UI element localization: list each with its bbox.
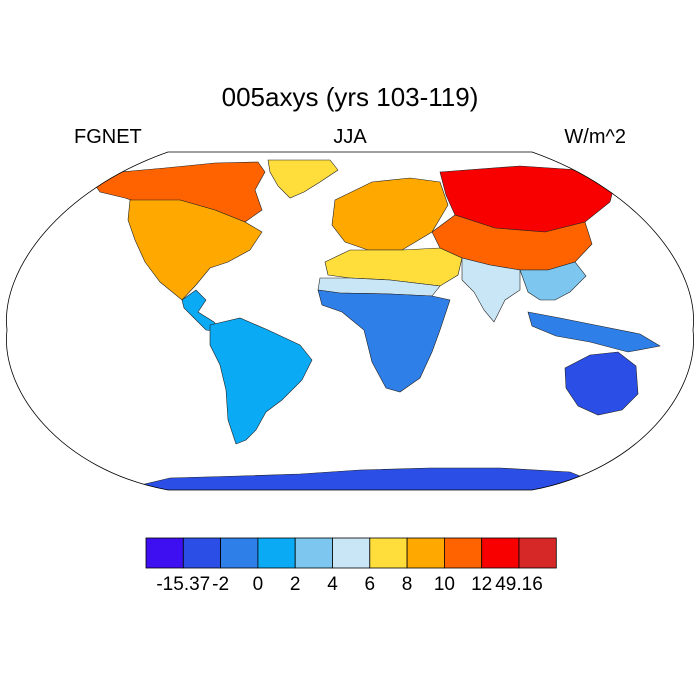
colorbar-tick-label: 2	[289, 574, 301, 595]
region-greenland	[267, 159, 339, 199]
colorbar-box	[257, 537, 296, 569]
colorbar-tick-label: 0	[252, 574, 264, 595]
globe-outline	[6, 151, 694, 491]
colorbar-box	[369, 537, 408, 569]
region-australia	[564, 351, 639, 416]
colorbar-box	[481, 537, 520, 569]
region-southeast-asia	[519, 261, 587, 301]
units-label: W/m^2	[564, 126, 626, 148]
colorbar-tick-label: -15.37	[156, 574, 211, 595]
colorbar-box	[332, 537, 371, 569]
region-sahara-arabia	[324, 247, 463, 287]
region-north-america-central	[127, 199, 263, 301]
region-antarctica	[119, 467, 601, 490]
region-india-south-asia	[461, 257, 521, 323]
region-south-america	[209, 317, 313, 445]
map-title: 005axys (yrs 103-119)	[221, 82, 479, 112]
colorbar-tick-label: 49.16	[495, 574, 543, 595]
colorbar-box	[220, 537, 259, 569]
land-layer	[94, 159, 661, 490]
region-europe	[331, 177, 449, 251]
dataset-label: FGNET	[74, 126, 142, 148]
colorbar-tick-label: -2	[212, 574, 230, 595]
colorbar-box	[518, 537, 557, 569]
colorbar-box	[145, 537, 184, 569]
colorbar	[145, 537, 557, 569]
colorbar-tick-label: 8	[401, 574, 413, 595]
colorbar-box	[406, 537, 445, 569]
colorbar-box	[182, 537, 222, 569]
colorbar-tick-label: 12	[471, 574, 493, 595]
region-africa-south	[317, 289, 451, 393]
colorbar-tick-label: 10	[433, 574, 455, 595]
colorbar-box	[443, 537, 483, 569]
region-maritime-southeast-asia	[527, 311, 661, 353]
season-label: JJA	[333, 126, 367, 148]
colorbar-box	[294, 537, 333, 569]
colorbar-tick-label: 4	[327, 574, 338, 595]
colorbar-tick-label: 6	[364, 574, 376, 595]
